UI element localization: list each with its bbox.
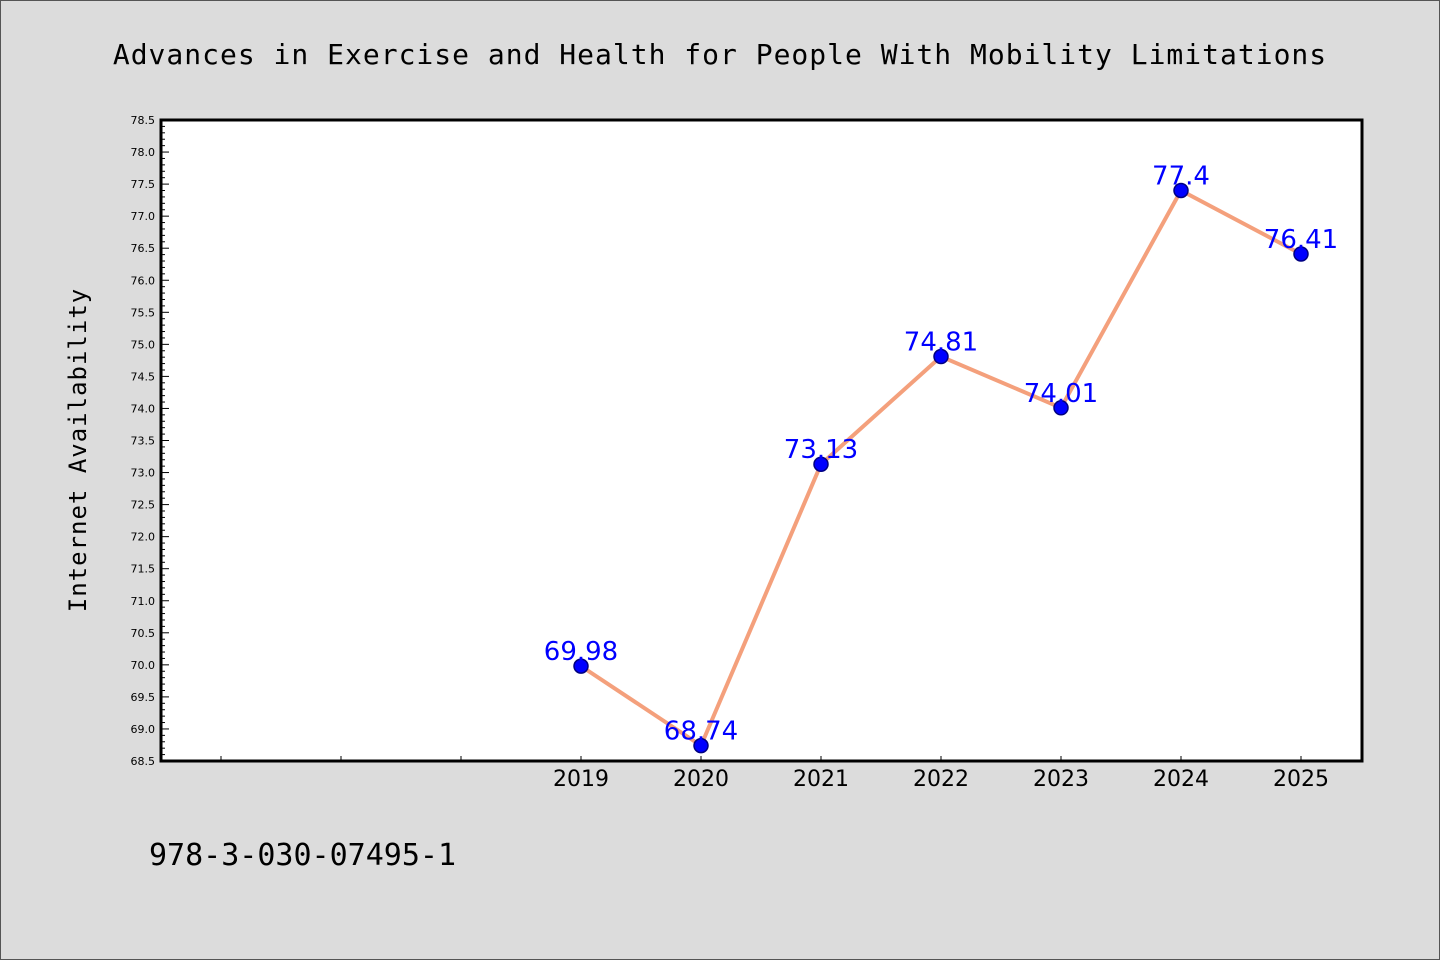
y-tick-label: 78.0	[131, 146, 156, 159]
x-tick-label: 2022	[913, 767, 969, 792]
chart-title: Advances in Exercise and Health for Peop…	[113, 38, 1327, 71]
y-tick-label: 76.0	[131, 274, 156, 287]
y-tick-label: 70.5	[131, 627, 156, 640]
y-tick-label: 78.5	[131, 114, 156, 127]
x-tick-label: 2023	[1033, 767, 1089, 792]
data-label: 76.41	[1264, 225, 1338, 255]
data-label: 68.74	[664, 717, 738, 747]
y-axis-label: Internet Availability	[64, 288, 92, 612]
y-tick-label: 68.5	[131, 755, 156, 768]
data-point	[933, 348, 949, 365]
y-tick-label: 74.5	[131, 370, 156, 383]
plot-frame	[159, 118, 1364, 763]
plot-area	[161, 120, 1362, 761]
y-tick-label: 75.0	[131, 338, 156, 351]
y-tick-label: 69.0	[131, 723, 156, 736]
data-point	[693, 737, 709, 754]
y-tick-label: 75.5	[131, 306, 156, 319]
data-point	[1293, 246, 1309, 262]
data-point	[1173, 182, 1189, 199]
data-point	[1053, 400, 1069, 416]
y-tick-label: 72.5	[131, 499, 156, 512]
y-tick-label: 73.5	[131, 435, 156, 448]
y-tick-label: 73.0	[131, 467, 156, 480]
isbn-footer: 978-3-030-07495-1	[149, 838, 456, 873]
data-labels: 69.98 68.74 73.13 74.81 74.01 77.4 76.41	[544, 162, 1338, 747]
data-label: 69.98	[544, 637, 618, 667]
data-label: 77.4	[1152, 162, 1210, 192]
data-point	[813, 456, 829, 472]
y-tick-label: 72.0	[131, 531, 156, 544]
x-tick-label: 2019	[553, 767, 609, 792]
data-point	[573, 658, 589, 674]
x-tick-label: 2021	[793, 767, 849, 792]
y-tick-label: 69.5	[131, 691, 156, 704]
y-tick-label: 71.0	[131, 595, 156, 608]
y-tick-label: 77.5	[131, 178, 156, 191]
y-tick-label: 74.0	[131, 402, 156, 415]
data-points	[573, 182, 1309, 754]
y-tick-label: 71.5	[131, 563, 156, 576]
x-tick-label: 2025	[1273, 767, 1329, 792]
x-tick-label: 2024	[1153, 767, 1209, 792]
y-axis-ticks: 68.5 69.0 69.5 70.0 70.5 71.0 71.5 72.0 72.5 73.0…	[131, 114, 169, 768]
x-axis-ticks: 2019 2020 2021 2022 2023 2024 2025	[220, 756, 1329, 792]
y-tick-label: 70.0	[131, 659, 156, 672]
data-label: 74.01	[1024, 379, 1098, 409]
y-tick-label: 77.0	[131, 210, 156, 223]
y-tick-label: 76.5	[131, 242, 156, 255]
x-tick-label: 2020	[673, 767, 729, 792]
data-label: 73.13	[784, 435, 858, 465]
data-label: 74.81	[904, 328, 978, 358]
